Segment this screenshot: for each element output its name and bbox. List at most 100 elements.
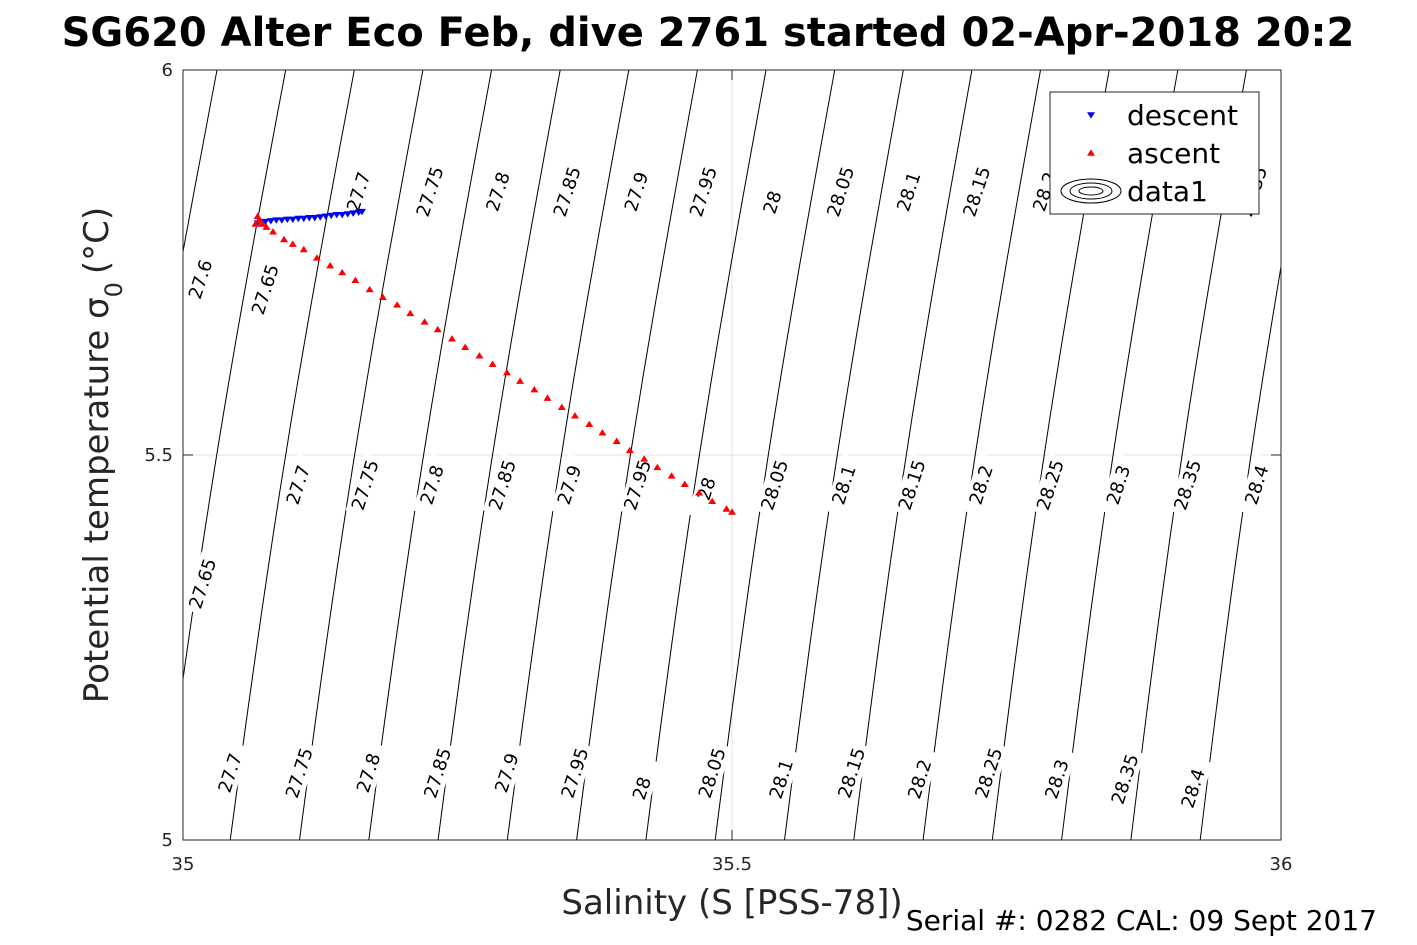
ascent-point — [475, 352, 484, 359]
ascent-point — [612, 437, 621, 444]
ascent-point — [269, 228, 278, 235]
ascent-point — [543, 394, 552, 401]
isopycnal-line — [853, 70, 973, 840]
serial-calibration-note: Serial #: 0282 CAL: 09 Sept 2017 — [906, 904, 1377, 937]
isopycnal-line — [784, 70, 904, 840]
contour-label: 28.1 — [824, 453, 864, 517]
descent-point — [338, 211, 347, 219]
contour-label-bg — [889, 159, 929, 224]
contour-label-bg — [412, 453, 452, 517]
contour-label-bg — [616, 159, 657, 224]
descent-point — [294, 215, 303, 223]
descent-point — [261, 218, 270, 226]
ascent-point — [516, 377, 525, 384]
descent-point — [305, 215, 314, 222]
isopycnal-line — [437, 70, 561, 840]
legend-ascent-marker — [1087, 149, 1095, 156]
descent-point — [272, 217, 281, 224]
ascent-point — [393, 301, 402, 308]
descent-point — [321, 213, 330, 220]
descent-point — [283, 216, 292, 223]
contour-label-bg — [761, 747, 802, 812]
descent-point — [349, 210, 358, 217]
ascent-point — [640, 455, 649, 462]
contour-label-bg — [345, 453, 386, 517]
ascent-point — [420, 318, 429, 325]
contour-label-bg — [555, 741, 595, 805]
contour-label-bg — [410, 159, 450, 224]
x-axis-label: Salinity (S [PSS-78]) — [561, 883, 902, 923]
isopycnal-line — [1199, 263, 1281, 840]
contour-label-bg — [1098, 453, 1139, 517]
contour-label-bg — [1237, 453, 1277, 517]
contour-label-bg — [482, 453, 523, 517]
x-ticks: 35 35.5 36 — [172, 70, 1292, 875]
descent-point — [327, 212, 336, 220]
y-tick-label: 5.5 — [144, 445, 173, 466]
legend[interactable]: descent ascent data1 — [1049, 91, 1260, 215]
ascent-point — [585, 420, 594, 427]
ascent-point — [288, 240, 297, 247]
isopycnal-line — [576, 70, 698, 840]
descent-point — [332, 211, 341, 219]
descent-point — [316, 214, 325, 221]
ascent-point — [570, 412, 579, 419]
legend-label: data1 — [1127, 175, 1208, 208]
isopycnal-line — [183, 70, 287, 683]
ascent-point — [667, 472, 676, 479]
contour-label-bg — [210, 741, 250, 805]
ascent-point — [338, 268, 347, 276]
x-tick-label: 35 — [172, 854, 195, 875]
y-ticks: 55.56 — [144, 60, 1281, 851]
contour-label-bg — [617, 453, 658, 517]
contour-label-bg — [547, 159, 588, 224]
isopycnal-line — [229, 70, 355, 840]
ascent-point — [448, 335, 457, 342]
contour-label-bg — [755, 453, 795, 517]
contour-label-bg — [487, 741, 527, 805]
legend-label: ascent — [1127, 137, 1220, 170]
ascent-point — [722, 505, 731, 512]
contour-label-bg — [686, 456, 727, 521]
legend-contour-icon — [1060, 178, 1122, 204]
isopycnal-line — [645, 70, 767, 840]
ascent-point — [280, 235, 289, 243]
isopycnal-line — [299, 70, 424, 840]
y-tick-label: 6 — [162, 60, 173, 81]
legend-box — [1049, 91, 1260, 215]
descent-point — [299, 215, 308, 223]
descent-point — [266, 218, 275, 225]
contour-label-bg — [622, 756, 662, 821]
ascent-point — [530, 385, 539, 393]
contour-label-bg — [183, 551, 223, 616]
descent-point — [288, 216, 297, 223]
contour-label-bg — [1173, 756, 1213, 821]
contour-label-bg — [478, 159, 518, 224]
x-tick-label: 35.5 — [712, 854, 752, 875]
legend-contour-icon — [1069, 182, 1113, 200]
contour-label: 28 — [622, 756, 662, 821]
contour-label-bg — [961, 453, 1001, 517]
contour-label-bg — [348, 741, 389, 805]
ascent-point — [378, 293, 387, 300]
legend-contour-icon — [1078, 186, 1104, 196]
contour-label-bg — [245, 257, 286, 322]
ascent-markers — [251, 212, 736, 515]
contour-label-bg — [683, 159, 724, 224]
contour-label-bg — [417, 741, 458, 805]
contour-label-bg — [752, 170, 793, 235]
ascent-point — [625, 446, 634, 454]
ascent-point — [433, 325, 442, 333]
ascent-point — [557, 403, 566, 411]
ascent-point — [365, 285, 374, 293]
y-tick-label: 5 — [162, 830, 173, 851]
contour-label-bg — [692, 741, 732, 805]
ascent-point — [461, 343, 470, 350]
contour-label-bg — [1037, 747, 1077, 812]
contour-label-bg — [824, 453, 864, 517]
contour-label-bg — [1030, 453, 1071, 517]
isopycnal-line — [183, 70, 218, 255]
descent-point — [310, 215, 319, 222]
ascent-point — [695, 489, 704, 496]
